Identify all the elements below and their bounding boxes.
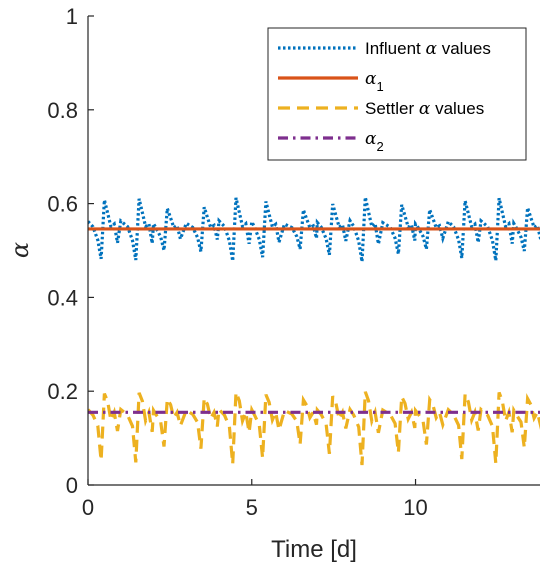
- x-axis-label: Time [d]: [271, 536, 357, 563]
- series-3-line: [88, 390, 540, 466]
- y-tick-label: 1: [66, 4, 78, 29]
- y-tick-label: 0.6: [47, 192, 78, 217]
- x-tick-label: 5: [246, 495, 258, 520]
- y-axis-label: α: [6, 242, 34, 258]
- legend-box: [267, 27, 527, 161]
- y-tick-label: 0.8: [47, 98, 78, 123]
- legend-label-1: Influent α values: [365, 39, 491, 59]
- ticks: 00.20.40.60.810 5 10: [47, 4, 427, 520]
- x-tick-label: 0: [82, 495, 94, 520]
- axes: [87, 16, 540, 486]
- legend-label-2: α1: [365, 69, 384, 94]
- legend-label-3: Settler α values: [365, 99, 484, 119]
- y-tick-label: 0.2: [47, 379, 78, 404]
- y-tick-label: 0: [66, 473, 78, 498]
- series-1-line: [88, 196, 540, 262]
- y-tick-label: 0.4: [47, 285, 78, 310]
- x-tick-label: 10: [403, 495, 427, 520]
- legend: Influent α values α1 Settler α values α2: [267, 27, 527, 161]
- legend-label-4: α2: [365, 129, 384, 154]
- series-layer: [88, 196, 540, 466]
